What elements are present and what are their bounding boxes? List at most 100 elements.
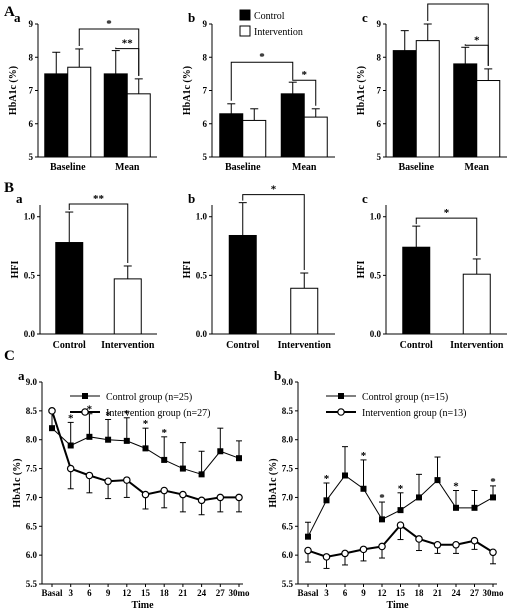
x-tick-label: Basal [297, 588, 319, 598]
y-tick-label: 8 [203, 52, 208, 62]
x-tick-label: 18 [415, 588, 425, 598]
data-point-intervention [216, 493, 225, 502]
data-point-intervention [48, 407, 56, 415]
x-tick-label: 21 [433, 588, 443, 598]
data-point-control [360, 485, 367, 492]
significance-star: * [68, 412, 74, 424]
data-point-control [323, 497, 330, 504]
x-category-label: Intervention [278, 340, 332, 351]
significance-star: * [379, 492, 385, 504]
x-category-label: Baseline [225, 162, 261, 173]
data-point-intervention [396, 521, 405, 529]
data-point-intervention [304, 546, 312, 555]
y-tick-label: 8.0 [282, 435, 294, 445]
y-tick-label: 9 [203, 19, 208, 29]
legend-series-label: Control group (n=25) [106, 392, 192, 403]
y-tick-label: 5.5 [282, 579, 294, 589]
significance-bracket [415, 217, 478, 256]
y-tick-label: 8.5 [282, 406, 294, 416]
data-point-intervention [85, 471, 94, 480]
bar-intervention [476, 80, 501, 158]
y-tick-label: 6 [29, 119, 34, 129]
data-point-control [179, 465, 186, 472]
x-tick-label: 15 [141, 588, 151, 598]
x-tick-label: 9 [106, 588, 111, 598]
legend-marker-square [338, 393, 344, 399]
significance-star: * [453, 481, 459, 493]
x-tick-label: 6 [87, 588, 92, 598]
x-axis-label: Time [386, 600, 409, 611]
bar-control [103, 73, 128, 158]
data-point-intervention [470, 536, 479, 545]
subpanel-label: b [188, 10, 195, 25]
subpanel-label: b [188, 191, 195, 206]
y-tick-label: 5 [377, 152, 382, 162]
significance-star: * [398, 483, 404, 495]
legend-marker-circle [337, 408, 345, 416]
data-point-intervention [179, 490, 187, 499]
chart-c-b: b 5.5 6.0 6.5 7.0 7.5 8.0 8.5 9.0 HbA1c (%) Basal 3… [268, 368, 504, 611]
bar-intervention [67, 66, 92, 158]
chart-b-c: c 0.0 0.5 1.0 HFI Control Intervention * [356, 191, 507, 351]
chart-b-a: a 0.0 0.5 1.0 HFI Control Intervention ** [10, 191, 157, 351]
y-tick-label: 6 [203, 119, 208, 129]
y-axis-label: HFI [356, 261, 367, 279]
significance-marker: * [106, 18, 112, 30]
y-tick-label: 9 [377, 19, 382, 29]
significance-bracket [427, 3, 489, 66]
data-point-intervention [104, 477, 112, 486]
legend-control-swatch [239, 9, 251, 21]
subpanel-label: a [16, 191, 23, 206]
y-tick-label: 8 [377, 52, 382, 62]
data-point-control [434, 477, 441, 484]
y-axis-label: HbA1c (%) [268, 458, 279, 507]
data-point-control [416, 494, 422, 501]
x-category-label: Intervention [101, 340, 155, 351]
x-category-label: Control [53, 340, 86, 351]
legend-intervention-swatch [239, 25, 251, 37]
bar-control [55, 242, 84, 335]
data-point-control [342, 472, 348, 479]
bar-control [402, 246, 431, 335]
bar-control [219, 113, 244, 158]
significance-marker: ** [93, 193, 105, 205]
y-tick-label: 0.0 [196, 329, 208, 339]
data-point-control [217, 448, 224, 455]
x-axis-label: Time [131, 600, 154, 611]
x-tick-label: 12 [122, 588, 132, 598]
significance-bracket [292, 79, 317, 106]
y-tick-label: 7.0 [282, 492, 294, 502]
legend-control-label: Control [254, 11, 285, 22]
data-point-control [142, 445, 149, 452]
x-tick-label: 27 [216, 588, 226, 598]
x-category-label: Control [226, 340, 259, 351]
data-point-intervention [197, 496, 206, 505]
subpanel-label: c [362, 191, 368, 206]
y-tick-label: 8.0 [26, 435, 38, 445]
significance-star: * [105, 410, 111, 422]
y-tick-label: 7.5 [282, 464, 294, 474]
bar-intervention [303, 116, 328, 158]
y-tick-label: 5.5 [26, 579, 38, 589]
legend-top: Control Intervention [239, 9, 303, 38]
bar-intervention [242, 119, 267, 158]
bar-intervention [462, 273, 491, 335]
y-tick-label: 9.0 [282, 377, 294, 387]
bar-control [392, 50, 417, 158]
significance-star: * [124, 408, 130, 420]
y-tick-label: 0.0 [24, 329, 36, 339]
panel-label-b: B [4, 180, 14, 196]
y-axis-label: HbA1c (%) [8, 66, 19, 115]
y-tick-label: 9.0 [26, 377, 38, 387]
y-tick-label: 5 [203, 152, 208, 162]
y-tick-label: 1.0 [24, 212, 36, 222]
y-tick-label: 6.5 [282, 521, 294, 531]
data-point-control [305, 533, 311, 540]
y-tick-label: 6.0 [26, 550, 38, 560]
significance-star: * [361, 450, 367, 462]
bar-control [453, 63, 478, 158]
x-category-label: Intervention [450, 340, 504, 351]
y-axis-label: HbA1c (%) [356, 66, 367, 115]
panel-label-c: C [4, 348, 15, 364]
